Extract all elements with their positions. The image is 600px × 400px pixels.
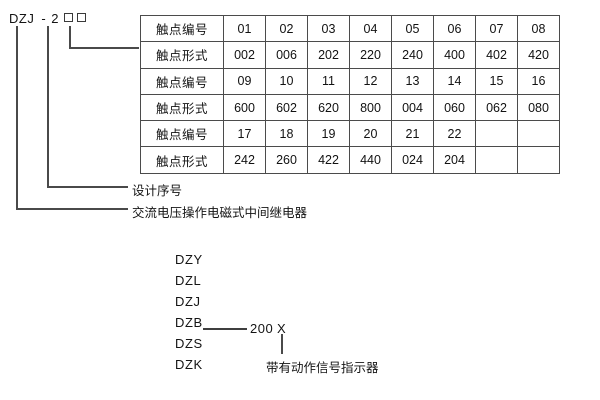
table-cell: 422: [307, 146, 350, 174]
table-cell: 602: [265, 93, 308, 122]
series-item-dzl: DZL: [175, 273, 202, 288]
series-item-dzk: DZK: [175, 357, 203, 372]
table-cell: 260: [265, 146, 308, 174]
contact-code-table: 触点编号 01 02 03 04 05 06 07 08 触点形式 002 00…: [140, 14, 560, 174]
series-item-dzj: DZJ: [175, 294, 201, 309]
table-cell: 004: [391, 93, 434, 122]
table-cell: 002: [223, 41, 266, 69]
series-item-dzb: DZB: [175, 315, 203, 330]
table-cell: 620: [307, 93, 350, 122]
series-item-dzs: DZS: [175, 336, 203, 351]
series-family-list: DZY DZL DZJ DZB DZS DZK: [175, 249, 203, 375]
table-cell: 09: [223, 67, 266, 95]
contact-table-body: 触点编号 01 02 03 04 05 06 07 08 触点形式 002 00…: [140, 14, 560, 174]
placeholder-box-icon-2: [76, 13, 86, 22]
table-row: 触点形式 600 602 620 800 004 060 062 080: [140, 93, 560, 122]
table-cell: 02: [265, 14, 308, 43]
table-cell: 10: [265, 67, 308, 95]
leader-hline-design-sequence: [47, 186, 128, 188]
table-cell: 17: [223, 120, 266, 148]
row-label: 触点形式: [140, 41, 224, 69]
series-connector-line: [203, 328, 247, 330]
table-cell: 400: [433, 41, 476, 69]
table-row: 触点编号 01 02 03 04 05 06 07 08: [140, 14, 560, 43]
label-indicator-note: 带有动作信号指示器: [266, 361, 379, 375]
table-cell: 08: [517, 14, 560, 43]
table-row: 触点编号 09 10 11 12 13 14 15 16: [140, 67, 560, 95]
table-cell: 18: [265, 120, 308, 148]
table-cell: 11: [307, 67, 350, 95]
table-cell: 220: [349, 41, 392, 69]
table-row: 触点形式 242 260 422 440 024 204: [140, 146, 560, 174]
table-cell: 402: [475, 41, 518, 69]
leader-vline-design-sequence: [47, 26, 49, 187]
model-dash: -: [41, 11, 47, 26]
table-cell: 13: [391, 67, 434, 95]
table-cell: 080: [517, 93, 560, 122]
leader-hline-contact-code: [69, 47, 139, 49]
table-cell: 202: [307, 41, 350, 69]
table-cell: 240: [391, 41, 434, 69]
table-cell: 06: [433, 14, 476, 43]
table-cell: 01: [223, 14, 266, 43]
row-label: 触点编号: [140, 67, 224, 95]
table-cell: 19: [307, 120, 350, 148]
table-cell: 05: [391, 14, 434, 43]
table-cell: 16: [517, 67, 560, 95]
label-relay-description: 交流电压操作电磁式中间继电器: [132, 206, 308, 220]
table-cell: 03: [307, 14, 350, 43]
series-suffix-letter: X: [277, 321, 286, 336]
table-cell: 20: [349, 120, 392, 148]
model-series-digit: 2: [51, 11, 59, 26]
leader-vline-indicator-note: [281, 334, 283, 354]
table-cell: 060: [433, 93, 476, 122]
table-cell: 07: [475, 14, 518, 43]
row-label: 触点形式: [140, 93, 224, 122]
leader-vline-relay-description: [16, 26, 18, 209]
table-cell: 12: [349, 67, 392, 95]
table-cell: [517, 120, 560, 148]
table-cell: 22: [433, 120, 476, 148]
table-cell: [475, 146, 518, 174]
table-cell: 800: [349, 93, 392, 122]
table-row: 触点编号 17 18 19 20 21 22: [140, 120, 560, 148]
table-cell: 600: [223, 93, 266, 122]
table-cell: 21: [391, 120, 434, 148]
label-design-sequence: 设计序号: [132, 184, 183, 198]
row-label: 触点编号: [140, 14, 224, 43]
table-cell: 204: [433, 146, 476, 174]
table-cell: 242: [223, 146, 266, 174]
table-cell: 006: [265, 41, 308, 69]
leader-hline-relay-description: [16, 208, 128, 210]
table-cell: 14: [433, 67, 476, 95]
leader-vline-contact-code: [69, 26, 71, 48]
row-label: 触点形式: [140, 146, 224, 174]
placeholder-box-icon-1: [63, 13, 73, 22]
table-cell: 04: [349, 14, 392, 43]
row-label: 触点编号: [140, 120, 224, 148]
table-cell: 420: [517, 41, 560, 69]
table-cell: 15: [475, 67, 518, 95]
table-cell: 024: [391, 146, 434, 174]
table-cell: [517, 146, 560, 174]
table-cell: 440: [349, 146, 392, 174]
table-cell: 062: [475, 93, 518, 122]
series-suffix-number: 200: [250, 321, 274, 336]
model-code-label: DZJ -2: [9, 11, 86, 26]
table-row: 触点形式 002 006 202 220 240 400 402 420: [140, 41, 560, 69]
table-cell: [475, 120, 518, 148]
model-prefix: DZJ: [9, 11, 35, 26]
series-item-dzy: DZY: [175, 252, 203, 267]
